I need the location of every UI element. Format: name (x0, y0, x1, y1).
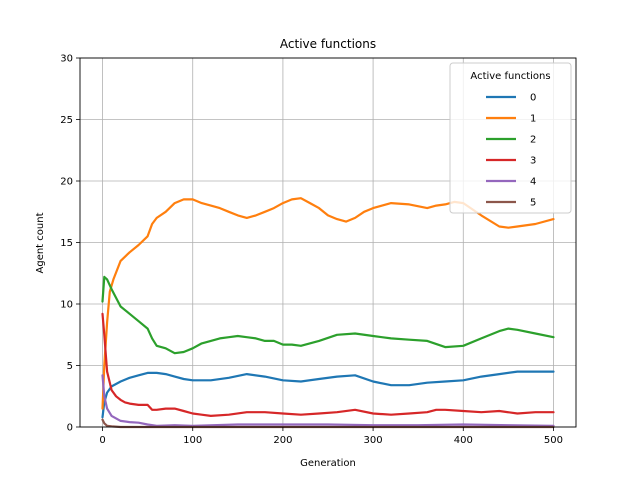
legend-label: 5 (530, 198, 536, 209)
y-tick-label: 15 (60, 238, 73, 249)
legend-title: Active functions (470, 71, 550, 82)
series-line-1 (101, 197, 555, 410)
legend: Active functions 0 1 2 3 4 5 (449, 62, 572, 214)
x-tick-label: 300 (364, 435, 383, 446)
chart-title: Active functions (280, 37, 376, 51)
x-tick-label: 0 (99, 435, 105, 446)
x-tick-label: 100 (183, 435, 202, 446)
y-tick-label: 5 (67, 361, 73, 372)
legend-label: 1 (530, 114, 536, 125)
y-tick-label: 25 (60, 115, 73, 126)
x-axis: 0 100 200 300 400 500 (99, 427, 563, 446)
y-axis: 0 5 10 15 20 25 30 (60, 54, 80, 434)
x-tick-label: 200 (273, 435, 292, 446)
y-tick-label: 0 (67, 423, 73, 434)
y-tick-label: 30 (60, 54, 73, 65)
y-axis-label: Agent count (35, 212, 46, 273)
legend-label: 4 (530, 177, 536, 188)
x-tick-label: 400 (454, 435, 473, 446)
series-line-0 (101, 370, 555, 419)
series-line-2 (101, 275, 555, 355)
x-tick-label: 500 (544, 435, 563, 446)
series-line-3 (101, 312, 555, 417)
legend-label: 0 (530, 93, 536, 104)
y-tick-label: 10 (60, 300, 73, 311)
y-tick-label: 20 (60, 177, 73, 188)
legend-label: 3 (530, 156, 536, 167)
legend-label: 2 (530, 135, 536, 146)
x-axis-label: Generation (300, 458, 356, 469)
series-line-4 (101, 374, 555, 427)
